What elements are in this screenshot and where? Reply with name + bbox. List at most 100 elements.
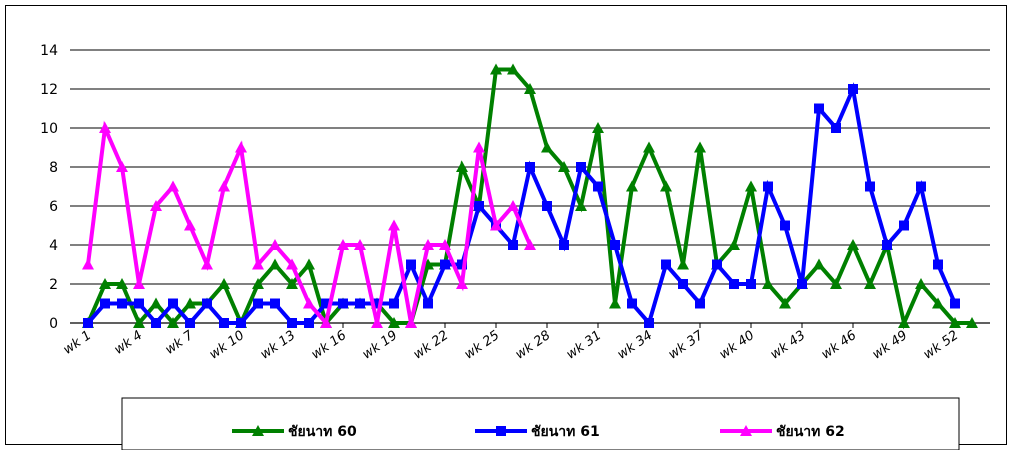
data-point xyxy=(525,162,535,172)
data-point xyxy=(558,161,570,172)
data-point xyxy=(354,239,366,250)
data-point xyxy=(388,317,400,328)
data-point xyxy=(966,317,978,328)
data-point xyxy=(490,63,502,75)
x-tick-label: wk 10 xyxy=(207,328,247,363)
data-point xyxy=(269,258,281,270)
data-point xyxy=(694,141,706,153)
data-point xyxy=(440,259,450,270)
x-tick-label: wk 7 xyxy=(163,328,197,358)
x-tick-label: wk 49 xyxy=(870,328,910,363)
x-axis: wk 1 wk 4 wk 7 wk 10 wk 13 wk 16 wk 19 wk 22 wk … xyxy=(61,323,961,363)
data-point xyxy=(899,220,909,231)
legend-item-3: ชัยนาท 62 xyxy=(720,424,845,440)
data-point xyxy=(116,278,128,289)
data-point xyxy=(848,84,858,94)
data-point xyxy=(746,279,756,289)
legend-item-2: ชัยนาท 61 xyxy=(475,424,600,440)
data-point xyxy=(405,317,417,328)
data-point xyxy=(490,219,502,231)
data-point xyxy=(626,180,638,192)
x-tick-label: wk 19 xyxy=(360,328,400,363)
data-point xyxy=(320,317,332,328)
series-2 xyxy=(83,82,960,328)
data-point xyxy=(864,278,876,289)
data-point xyxy=(201,258,213,270)
series-3 xyxy=(82,120,536,328)
data-point xyxy=(252,278,264,289)
x-tick-label: wk 34 xyxy=(615,328,655,363)
x-tick-label: wk 43 xyxy=(768,328,808,363)
y-tick-label: 4 xyxy=(49,238,58,254)
data-point xyxy=(644,318,654,328)
data-point xyxy=(507,200,519,211)
series-1 xyxy=(82,63,978,330)
data-point xyxy=(168,298,178,309)
data-point xyxy=(728,239,740,250)
data-point xyxy=(457,259,467,270)
data-point xyxy=(338,298,348,309)
data-point xyxy=(286,278,298,289)
data-point xyxy=(218,180,230,192)
x-tick-label: wk 16 xyxy=(309,328,349,363)
data-point xyxy=(592,122,604,133)
data-point xyxy=(729,279,739,289)
data-point xyxy=(559,240,569,250)
legend-item-1: ชัยนาท 60 xyxy=(232,424,357,440)
legend-label: ชัยนาท 62 xyxy=(776,424,845,440)
data-point xyxy=(507,63,519,75)
data-point xyxy=(847,239,859,250)
x-tick-label: wk 13 xyxy=(258,328,298,363)
data-point xyxy=(304,318,314,328)
series-line xyxy=(86,120,532,328)
data-point xyxy=(524,239,536,250)
x-tick-label: wk 46 xyxy=(819,328,859,363)
data-point xyxy=(831,123,841,133)
data-point xyxy=(167,180,179,192)
data-point xyxy=(456,161,468,172)
data-point xyxy=(473,141,485,153)
chart-frame xyxy=(5,5,1007,445)
data-point xyxy=(83,318,93,328)
data-point xyxy=(882,240,892,250)
data-point xyxy=(303,258,315,270)
data-point xyxy=(576,162,586,172)
x-tick-label: wk 52 xyxy=(921,328,961,363)
data-point xyxy=(422,239,434,250)
data-point xyxy=(779,297,791,309)
series-line xyxy=(86,82,957,328)
data-point xyxy=(133,317,145,328)
y-tick-label: 6 xyxy=(49,199,58,215)
x-tick-label: wk 22 xyxy=(411,328,451,363)
data-point xyxy=(184,297,196,309)
data-point xyxy=(865,181,875,192)
data-point xyxy=(286,258,298,270)
data-point xyxy=(762,278,774,289)
data-point xyxy=(932,297,944,309)
x-tick-label: wk 37 xyxy=(666,328,707,363)
data-point xyxy=(678,279,688,289)
data-point xyxy=(933,259,943,270)
data-point xyxy=(712,259,722,270)
data-point xyxy=(150,200,162,211)
data-point xyxy=(134,298,144,309)
legend-swatch-marker xyxy=(252,425,264,436)
legend-box xyxy=(121,397,960,450)
data-point xyxy=(184,219,196,231)
data-point xyxy=(236,318,246,328)
x-tick-label: wk 28 xyxy=(513,328,553,363)
data-point xyxy=(643,141,655,153)
data-point xyxy=(253,298,263,309)
data-point xyxy=(406,259,416,270)
data-point xyxy=(337,239,349,250)
data-point xyxy=(508,240,518,250)
data-point xyxy=(542,201,552,211)
data-point xyxy=(916,181,926,192)
data-point xyxy=(677,258,689,270)
data-point xyxy=(949,317,961,328)
legend: ชัยนาท 60 ชัยนาท 61 ชัยนาท 62 xyxy=(121,397,960,450)
x-tick-label: wk 1 xyxy=(61,328,95,358)
data-point xyxy=(372,298,382,309)
data-point xyxy=(235,141,247,153)
